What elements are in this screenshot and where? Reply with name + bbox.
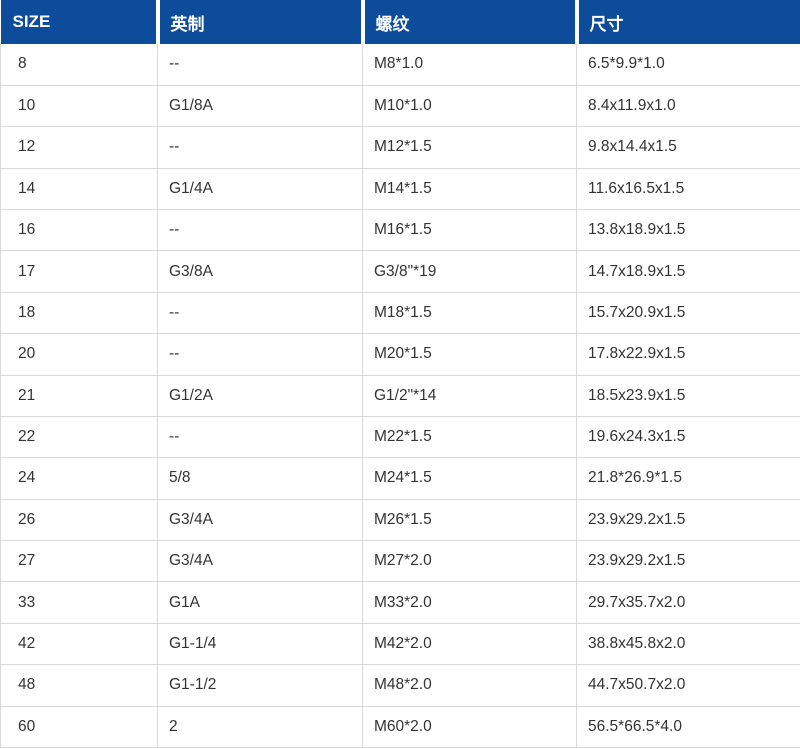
cell-dimensions: 44.7x50.7x2.0 xyxy=(576,664,800,707)
cell-imperial: G3/4A xyxy=(157,499,363,542)
cell-thread: M27*2.0 xyxy=(362,540,577,583)
cell-size: 14 xyxy=(0,168,158,211)
table-row: 20 -- M20*1.5 17.8x22.9x1.5 xyxy=(0,333,800,376)
cell-imperial: G3/4A xyxy=(157,540,363,583)
column-header-thread: 螺纹 xyxy=(360,0,577,44)
cell-dimensions: 23.9x29.2x1.5 xyxy=(576,540,800,583)
cell-imperial: -- xyxy=(157,44,363,86)
header-row: SIZE 英制 螺纹 尺寸 xyxy=(0,0,800,44)
cell-thread: M26*1.5 xyxy=(362,499,577,542)
cell-size: 16 xyxy=(0,209,158,252)
cell-imperial: G1/2A xyxy=(157,375,363,417)
cell-thread: M14*1.5 xyxy=(362,168,577,211)
cell-dimensions: 8.4x11.9x1.0 xyxy=(576,85,800,128)
table-row: 26 G3/4A M26*1.5 23.9x29.2x1.5 xyxy=(0,499,800,542)
cell-size: 22 xyxy=(0,416,158,459)
cell-imperial: G1-1/2 xyxy=(157,664,363,707)
cell-thread: M48*2.0 xyxy=(362,664,577,707)
cell-imperial: 5/8 xyxy=(157,457,363,500)
cell-thread: G3/8"*19 xyxy=(362,250,577,293)
cell-thread: M33*2.0 xyxy=(362,581,577,624)
cell-size: 33 xyxy=(0,581,158,624)
table-row: 17 G3/8A G3/8"*19 14.7x18.9x1.5 xyxy=(0,250,800,293)
cell-size: 10 xyxy=(0,85,158,128)
cell-dimensions: 18.5x23.9x1.5 xyxy=(576,375,800,417)
cell-thread: M8*1.0 xyxy=(362,44,577,86)
cell-size: 17 xyxy=(0,250,158,293)
cell-thread: M42*2.0 xyxy=(362,623,577,666)
cell-size: 48 xyxy=(0,664,158,707)
cell-imperial: G3/8A xyxy=(157,250,363,293)
cell-size: 18 xyxy=(0,292,158,335)
cell-dimensions: 21.8*26.9*1.5 xyxy=(576,457,800,500)
cell-dimensions: 17.8x22.9x1.5 xyxy=(576,333,800,376)
cell-thread: G1/2"*14 xyxy=(362,375,577,417)
cell-thread: M22*1.5 xyxy=(362,416,577,459)
table-body: 8 -- M8*1.0 6.5*9.9*1.0 10 G1/8A M10*1.0 8.4x11… xyxy=(0,44,800,748)
table-row: 8 -- M8*1.0 6.5*9.9*1.0 xyxy=(0,44,800,86)
cell-thread: M10*1.0 xyxy=(362,85,577,128)
cell-imperial: -- xyxy=(157,209,363,252)
table-row: 42 G1-1/4 M42*2.0 38.8x45.8x2.0 xyxy=(0,623,800,666)
cell-thread: M20*1.5 xyxy=(362,333,577,376)
cell-dimensions: 29.7x35.7x2.0 xyxy=(576,581,800,624)
cell-size: 42 xyxy=(0,623,158,666)
table-row: 14 G1/4A M14*1.5 11.6x16.5x1.5 xyxy=(0,168,800,211)
table-row: 18 -- M18*1.5 15.7x20.9x1.5 xyxy=(0,292,800,335)
cell-imperial: -- xyxy=(157,333,363,376)
table-row: 60 2 M60*2.0 56.5*66.5*4.0 xyxy=(0,706,800,748)
table-row: 22 -- M22*1.5 19.6x24.3x1.5 xyxy=(0,416,800,459)
cell-imperial: G1/4A xyxy=(157,168,363,211)
cell-dimensions: 14.7x18.9x1.5 xyxy=(576,250,800,293)
cell-size: 12 xyxy=(0,126,158,169)
cell-thread: M16*1.5 xyxy=(362,209,577,252)
cell-dimensions: 56.5*66.5*4.0 xyxy=(576,706,800,748)
table-row: 27 G3/4A M27*2.0 23.9x29.2x1.5 xyxy=(0,540,800,583)
cell-dimensions: 9.8x14.4x1.5 xyxy=(576,126,800,169)
cell-imperial: -- xyxy=(157,292,363,335)
cell-size: 21 xyxy=(0,375,158,417)
cell-dimensions: 19.6x24.3x1.5 xyxy=(576,416,800,459)
cell-size: 26 xyxy=(0,499,158,542)
cell-thread: M18*1.5 xyxy=(362,292,577,335)
cell-dimensions: 38.8x45.8x2.0 xyxy=(576,623,800,666)
table-row: 10 G1/8A M10*1.0 8.4x11.9x1.0 xyxy=(0,85,800,128)
cell-imperial: G1/8A xyxy=(157,85,363,128)
cell-size: 24 xyxy=(0,457,158,500)
cell-thread: M12*1.5 xyxy=(362,126,577,169)
column-header-size: SIZE xyxy=(0,0,158,44)
table-row: 33 G1A M33*2.0 29.7x35.7x2.0 xyxy=(0,581,800,624)
cell-size: 27 xyxy=(0,540,158,583)
cell-thread: M24*1.5 xyxy=(362,457,577,500)
table-row: 16 -- M16*1.5 13.8x18.9x1.5 xyxy=(0,209,800,252)
column-header-imperial: 英制 xyxy=(155,0,363,44)
table-row: 21 G1/2A G1/2"*14 18.5x23.9x1.5 xyxy=(0,375,800,417)
cell-imperial: G1-1/4 xyxy=(157,623,363,666)
cell-imperial: -- xyxy=(157,126,363,169)
cell-imperial: 2 xyxy=(157,706,363,748)
column-header-dimensions: 尺寸 xyxy=(574,0,800,44)
cell-size: 8 xyxy=(0,44,158,86)
cell-dimensions: 11.6x16.5x1.5 xyxy=(576,168,800,211)
table-row: 12 -- M12*1.5 9.8x14.4x1.5 xyxy=(0,126,800,169)
table-row: 24 5/8 M24*1.5 21.8*26.9*1.5 xyxy=(0,457,800,500)
cell-dimensions: 13.8x18.9x1.5 xyxy=(576,209,800,252)
cell-dimensions: 15.7x20.9x1.5 xyxy=(576,292,800,335)
cell-size: 20 xyxy=(0,333,158,376)
cell-thread: M60*2.0 xyxy=(362,706,577,748)
cell-size: 60 xyxy=(0,706,158,748)
table-row: 48 G1-1/2 M48*2.0 44.7x50.7x2.0 xyxy=(0,664,800,707)
cell-imperial: G1A xyxy=(157,581,363,624)
cell-dimensions: 23.9x29.2x1.5 xyxy=(576,499,800,542)
cell-dimensions: 6.5*9.9*1.0 xyxy=(576,44,800,86)
cell-imperial: -- xyxy=(157,416,363,459)
